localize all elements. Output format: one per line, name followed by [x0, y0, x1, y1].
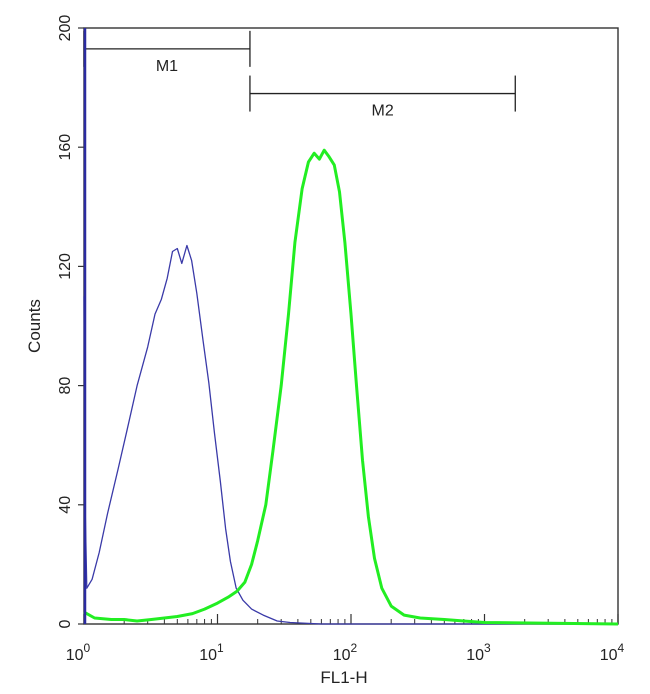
x-tick-label: 102 [333, 641, 358, 664]
y-tick-label: 200 [57, 15, 74, 42]
marker-label: M1 [156, 58, 178, 75]
y-tick-label: 120 [57, 253, 74, 280]
marker-gates: M1 M2 [83, 30, 516, 120]
series-line-2 [83, 148, 619, 626]
x-tick-label: 104 [600, 641, 625, 664]
y-tick-label: 0 [57, 619, 74, 628]
marker-label: M2 [371, 103, 393, 120]
y-axis-label: Counts [25, 299, 44, 353]
x-tick-label: 103 [466, 641, 491, 664]
y-axis-ticks: 0 40 80 120 160 200 [57, 15, 84, 628]
series-line-1 [83, 244, 618, 625]
y-tick-label: 40 [57, 496, 74, 514]
x-axis-ticks: 100 101 102 103 104 [66, 614, 625, 664]
x-tick-label: 101 [199, 641, 224, 664]
x-tick-label: 100 [66, 641, 91, 664]
y-tick-label: 80 [57, 377, 74, 395]
x-axis-label: FL1-H [320, 668, 367, 687]
series-layer [83, 28, 619, 626]
y-tick-label: 160 [57, 134, 74, 161]
